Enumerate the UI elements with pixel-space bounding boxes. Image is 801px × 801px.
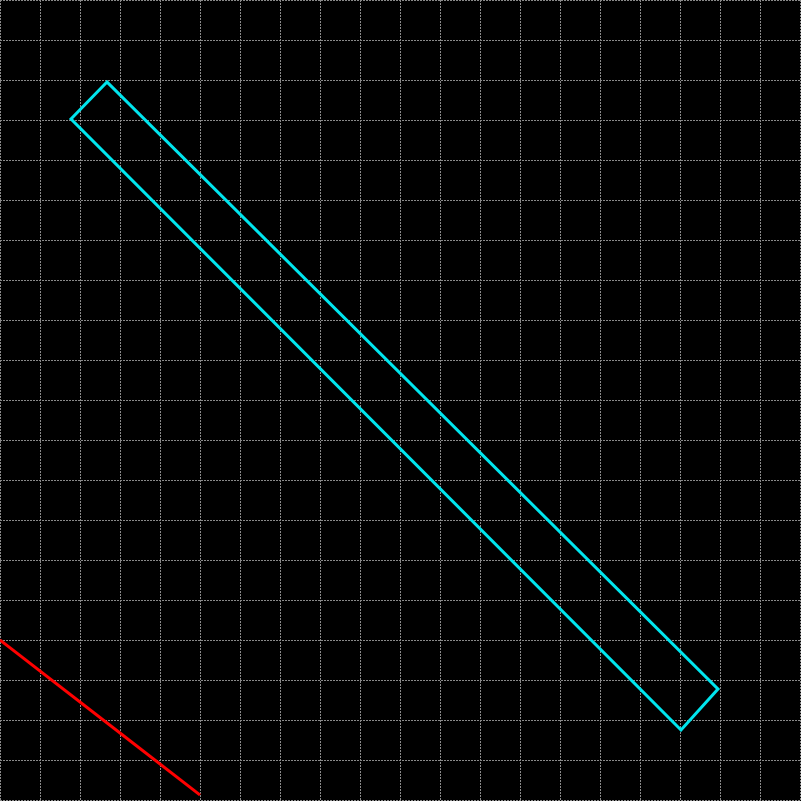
cyan-rotated-rectangle	[68, 79, 721, 733]
red-line-segment	[0, 638, 201, 797]
